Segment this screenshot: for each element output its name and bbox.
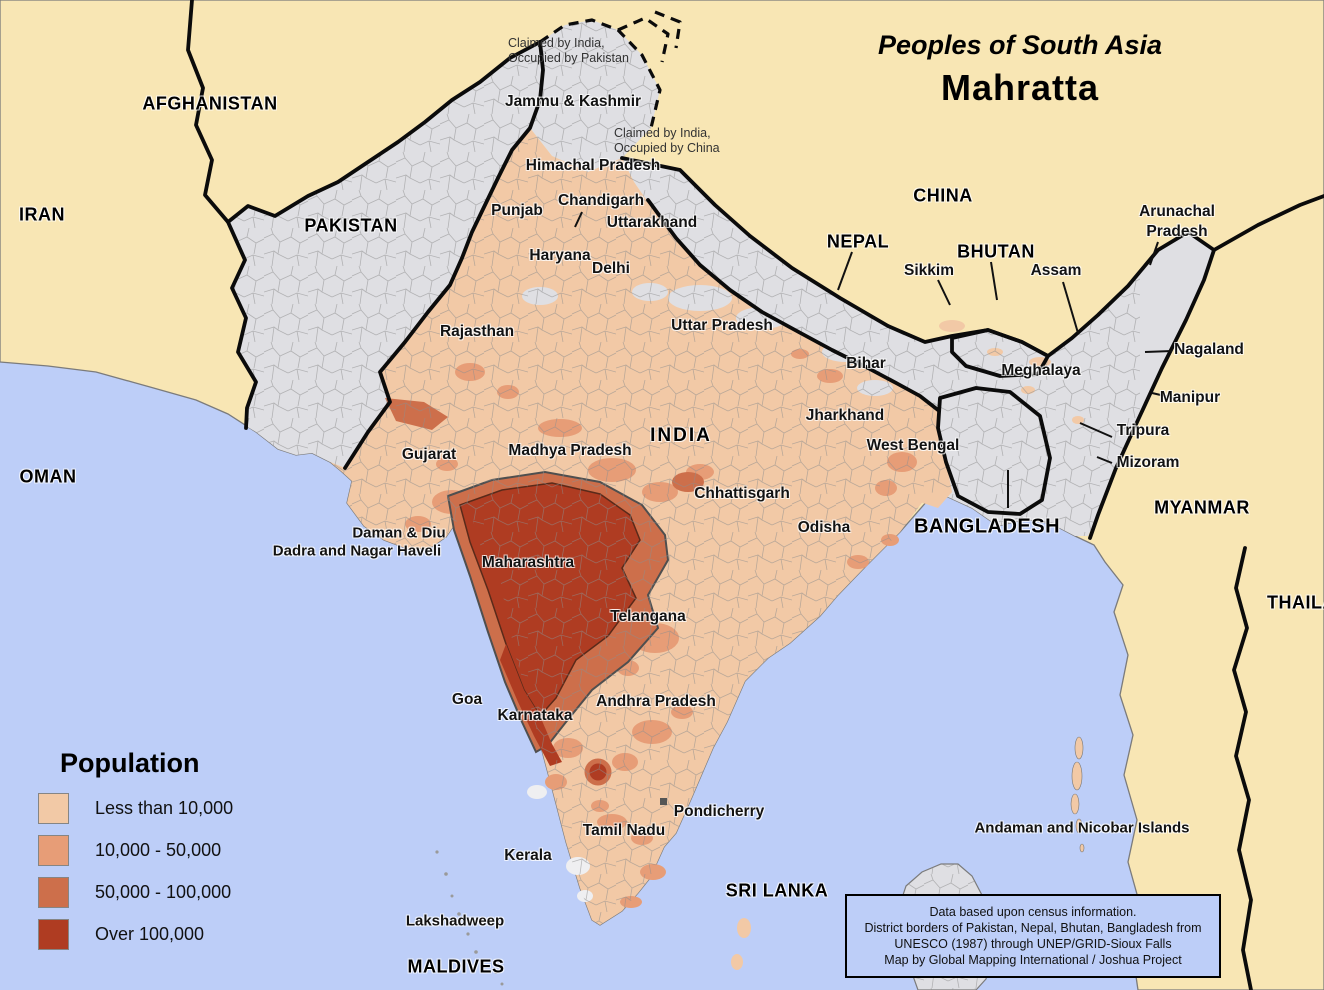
- sri-lanka-district: [737, 918, 751, 938]
- label-china: CHINA: [913, 185, 973, 206]
- label-afghanistan: AFGHANISTAN: [142, 93, 278, 114]
- label-jharkhand: Jharkhand: [805, 407, 885, 424]
- label-andhra-pradesh: Andhra Pradesh: [596, 693, 716, 710]
- label-maldives: MALDIVES: [407, 956, 505, 977]
- label-arunachal-line2: Pradesh: [1146, 223, 1208, 240]
- label-maharashtra: Maharashtra: [481, 554, 575, 571]
- note-claimed-occupied-china: Claimed by India, Occupied by China: [614, 126, 720, 156]
- sri-lanka-district: [731, 954, 743, 970]
- label-himachal-pradesh: Himachal Pradesh: [525, 157, 661, 174]
- map-title-block: Peoples of South Asia Mahratta: [840, 30, 1200, 109]
- legend-row-class2: 10,000 - 50,000: [38, 834, 233, 866]
- attribution-line4: Map by Global Mapping International / Jo…: [884, 953, 1182, 967]
- legend-row-class3: 50,000 - 100,000: [38, 876, 233, 908]
- label-iran: IRAN: [19, 204, 65, 225]
- label-gujarat: Gujarat: [401, 446, 457, 463]
- label-rajasthan: Rajasthan: [439, 323, 515, 340]
- disputed-borders-dashed: [539, 10, 682, 129]
- country-borders: [186, 0, 1324, 990]
- label-tripura: Tripura: [1116, 422, 1170, 439]
- attribution-box: Data based upon census information. Dist…: [845, 894, 1221, 978]
- label-leader-lines: [574, 211, 1179, 508]
- note-chn-line1: Claimed by India,: [614, 126, 711, 140]
- note-chn-line2: Occupied by China: [614, 141, 720, 155]
- label-uttar-pradesh: Uttar Pradesh: [671, 317, 773, 334]
- label-myanmar: MYANMAR: [1154, 497, 1250, 518]
- note-pak-line1: Claimed by India,: [508, 36, 605, 50]
- label-bangladesh: BANGLADESH: [913, 515, 1061, 538]
- legend-label-class1: Less than 10,000: [95, 797, 234, 818]
- label-lakshadweep: Lakshadweep: [405, 912, 505, 930]
- legend: Population Less than 10,000 10,000 - 50,…: [38, 748, 233, 961]
- label-pondicherry: Pondicherry: [673, 803, 765, 820]
- label-bihar: Bihar: [846, 355, 886, 372]
- map-people-name: Mahratta: [940, 67, 1100, 108]
- lakshadweep-maldives-islands: [435, 850, 504, 986]
- label-thailand: THAILAND: [1267, 592, 1324, 613]
- label-meghalaya: Meghalaya: [1001, 362, 1081, 379]
- label-mizoram: Mizoram: [1116, 454, 1180, 471]
- legend-row-class1: Less than 10,000: [38, 792, 234, 824]
- label-uttarakhand: Uttarakhand: [606, 214, 698, 231]
- label-pakistan: PAKISTAN: [304, 215, 398, 236]
- legend-label-class4: Over 100,000: [95, 923, 205, 944]
- label-arunachal-line1: Arunachal: [1139, 203, 1215, 220]
- label-madhya-pradesh: Madhya Pradesh: [508, 442, 632, 459]
- label-dadra-nagar-haveli: Dadra and Nagar Haveli: [272, 542, 442, 560]
- andaman-nicobar-islands: [1070, 736, 1093, 926]
- label-kerala: Kerala: [504, 847, 552, 864]
- attribution-line2: District borders of Pakistan, Nepal, Bhu…: [864, 921, 1202, 935]
- label-bhutan: BHUTAN: [957, 241, 1035, 262]
- label-chandigarh: Chandigarh: [557, 192, 645, 209]
- label-west-bengal: West Bengal: [866, 437, 960, 454]
- label-punjab: Punjab: [491, 202, 543, 219]
- legend-swatch-class4: [38, 918, 69, 950]
- label-nepal: NEPAL: [826, 231, 890, 252]
- label-odisha: Odisha: [797, 519, 851, 536]
- label-oman: OMAN: [19, 466, 77, 487]
- attribution-line1: Data based upon census information.: [929, 905, 1137, 919]
- legend-label-class2: 10,000 - 50,000: [95, 839, 222, 860]
- legend-row-class4: Over 100,000: [38, 918, 233, 950]
- label-manipur: Manipur: [1159, 389, 1221, 406]
- legend-label-class3: 50,000 - 100,000: [95, 881, 232, 902]
- label-tamil-nadu: Tamil Nadu: [582, 822, 666, 839]
- legend-swatch-class3: [38, 876, 69, 908]
- label-india: INDIA: [650, 425, 712, 446]
- note-pak-line2: Occupied by Pakistan: [508, 51, 629, 65]
- label-telangana: Telangana: [610, 608, 686, 625]
- label-assam: Assam: [1030, 262, 1082, 279]
- label-arunachal-pradesh: Arunachal Pradesh: [1139, 202, 1215, 242]
- label-nagaland: Nagaland: [1174, 341, 1244, 358]
- legend-swatch-class2: [38, 834, 69, 866]
- label-daman-diu: Daman & Diu: [352, 524, 446, 542]
- attribution-line3: UNESCO (1987) through UNEP/GRID-Sioux Fa…: [894, 937, 1172, 951]
- pondicherry-marker: [660, 798, 667, 805]
- label-haryana: Haryana: [529, 247, 591, 264]
- map-series-title: Peoples of South Asia: [877, 30, 1163, 60]
- label-chhattisgarh: Chhattisgarh: [694, 485, 790, 502]
- label-jammu-kashmir: Jammu & Kashmir: [504, 93, 642, 110]
- label-andaman-nicobar: Andaman and Nicobar Islands: [974, 819, 1190, 837]
- label-delhi: Delhi: [592, 260, 630, 277]
- label-goa: Goa: [451, 691, 483, 708]
- label-karnataka: Karnataka: [497, 707, 573, 724]
- label-sikkim: Sikkim: [904, 262, 954, 279]
- legend-title: Population: [60, 748, 200, 778]
- label-sri-lanka: SRI LANKA: [725, 880, 829, 901]
- note-claimed-occupied-pakistan: Claimed by India, Occupied by Pakistan: [508, 36, 629, 66]
- legend-swatch-class1: [38, 792, 69, 824]
